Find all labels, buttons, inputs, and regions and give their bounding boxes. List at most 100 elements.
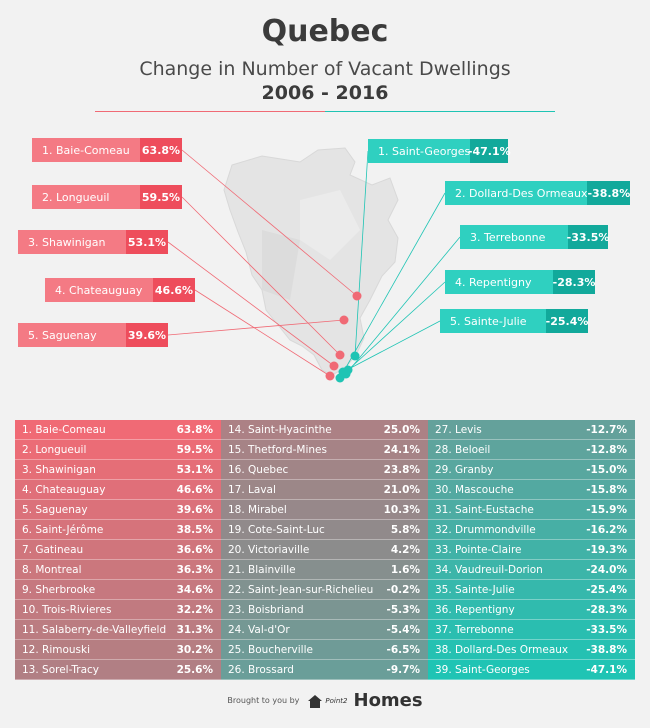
row-city: 3. Shawinigan (22, 463, 96, 476)
decrease-leader-line (347, 281, 446, 371)
row-value: 10.3% (383, 503, 420, 516)
table-row: 39. Saint-Georges -47.1% (428, 660, 635, 680)
divider-left (95, 111, 325, 112)
row-value: 30.2% (176, 643, 213, 656)
table-row: 1. Baie-Comeau 63.8% (15, 420, 221, 440)
row-value: -15.8% (586, 483, 627, 496)
row-city: 34. Vaudreuil-Dorion (435, 563, 543, 576)
decrease-callout-4: 4. Repentigny -28.3% (445, 270, 595, 294)
row-value: -24.0% (586, 563, 627, 576)
row-city: 39. Saint-Georges (435, 663, 530, 676)
table-row: 36. Repentigny -28.3% (428, 600, 635, 620)
footer: Brought to you by Point2 Homes (0, 690, 650, 711)
row-value: 32.2% (176, 603, 213, 616)
row-value: 46.6% (176, 483, 213, 496)
row-value: -15.0% (586, 463, 627, 476)
table-row: 14. Saint-Hyacinthe 25.0% (221, 420, 428, 440)
footer-prefix: Brought to you by (227, 696, 300, 705)
decrease-callout-5: 5. Sainte-Julie -25.4% (440, 309, 588, 333)
leader-lines (167, 149, 461, 379)
row-city: 12. Rimouski (22, 643, 91, 656)
row-city: 38. Dollard-Des Ormeaux (435, 643, 569, 656)
decrease-callout-3: 3. Terrebonne -33.5% (460, 225, 609, 249)
increase-city-dot (325, 371, 335, 381)
row-city: 24. Val-d'Or (228, 623, 290, 636)
row-city: 23. Boisbriand (228, 603, 304, 616)
row-city: 21. Blainville (228, 563, 296, 576)
table-row: 7. Gatineau 36.6% (15, 540, 221, 560)
row-city: 35. Sainte-Julie (435, 583, 515, 596)
row-city: 13. Sorel-Tracy (22, 663, 100, 676)
increase-leader-line (167, 319, 345, 336)
row-value: -0.2% (386, 583, 420, 596)
quebec-map (167, 147, 461, 383)
row-value: -9.7% (386, 663, 420, 676)
decrease-callout-1: 1. Saint-Georges -47.1% (368, 139, 511, 163)
row-city: 2. Longueuil (22, 443, 87, 456)
callout-name: 4. Repentigny (445, 270, 553, 294)
table-row: 4. Chateauguay 46.6% (15, 480, 221, 500)
table-row: 30. Mascouche -15.8% (428, 480, 635, 500)
table-column-2: 14. Saint-Hyacinthe 25.0% 15. Thetford-Min… (221, 420, 428, 682)
map-dots (325, 291, 362, 383)
row-city: 19. Cote-Saint-Luc (228, 523, 325, 536)
row-value: 34.6% (176, 583, 213, 596)
row-city: 4. Chateauguay (22, 483, 106, 496)
row-city: 37. Terrebonne (435, 623, 514, 636)
increase-callout-2: 2. Longueuil 59.5% (32, 185, 182, 209)
table-row: 23. Boisbriand -5.3% (221, 600, 428, 620)
increase-city-dot (352, 291, 362, 301)
table-row: 5. Saguenay 39.6% (15, 500, 221, 520)
increase-callout-5: 5. Saguenay 39.6% (18, 323, 168, 347)
table-row: 19. Cote-Saint-Luc 5.8% (221, 520, 428, 540)
table-row: 34. Vaudreuil-Dorion -24.0% (428, 560, 635, 580)
row-value: -12.7% (586, 423, 627, 436)
table-column-3: 27. Levis -12.7% 28. Beloeil -12.8% 29. Gran… (428, 420, 635, 682)
table-row: 21. Blainville 1.6% (221, 560, 428, 580)
row-city: 31. Saint-Eustache (435, 503, 534, 516)
callout-name: 2. Longueuil (32, 185, 140, 209)
increase-leader-line (181, 196, 341, 356)
row-value: -12.8% (586, 443, 627, 456)
house-logo-icon (308, 694, 323, 708)
callout-value: -28.3% (553, 270, 595, 294)
row-city: 16. Quebec (228, 463, 289, 476)
increase-city-dot (335, 350, 345, 360)
row-city: 10. Trois-Rivieres (22, 603, 112, 616)
table-row: 25. Boucherville -6.5% (221, 640, 428, 660)
increase-leader-line (167, 241, 335, 367)
row-value: 5.8% (390, 523, 420, 536)
row-value: 25.6% (176, 663, 213, 676)
row-value: 36.3% (176, 563, 213, 576)
callout-name: 5. Saguenay (18, 323, 126, 347)
row-value: 36.6% (176, 543, 213, 556)
row-value: 4.2% (390, 543, 420, 556)
callout-value: 39.6% (126, 323, 168, 347)
table-row: 22. Saint-Jean-sur-Richelieu -0.2% (221, 580, 428, 600)
row-city: 28. Beloeil (435, 443, 491, 456)
decrease-leader-line (339, 192, 446, 379)
decrease-city-dot (350, 351, 360, 361)
table-row: 18. Mirabel 10.3% (221, 500, 428, 520)
table-row: 32. Drummondville -16.2% (428, 520, 635, 540)
row-value: -19.3% (586, 543, 627, 556)
table-row: 35. Sainte-Julie -25.4% (428, 580, 635, 600)
callout-name: 1. Saint-Georges (368, 139, 471, 163)
callout-name: 3. Shawinigan (18, 230, 126, 254)
decrease-leader-line (345, 236, 461, 375)
row-city: 33. Pointe-Claire (435, 543, 522, 556)
row-value: -28.3% (586, 603, 627, 616)
callout-name: 4. Chateauguay (45, 278, 153, 302)
row-city: 22. Saint-Jean-sur-Richelieu (228, 583, 374, 596)
table-row: 9. Sherbrooke 34.6% (15, 580, 221, 600)
callout-value: -25.4% (546, 309, 588, 333)
callout-value: -33.5% (567, 225, 609, 249)
divider-right (325, 111, 555, 112)
increase-leader-line (194, 289, 331, 377)
callout-value: 59.5% (140, 185, 182, 209)
table-row: 6. Saint-Jérôme 38.5% (15, 520, 221, 540)
row-value: 53.1% (176, 463, 213, 476)
footer-brand: Homes (353, 690, 423, 711)
table-row: 27. Levis -12.7% (428, 420, 635, 440)
table-row: 12. Rimouski 30.2% (15, 640, 221, 660)
